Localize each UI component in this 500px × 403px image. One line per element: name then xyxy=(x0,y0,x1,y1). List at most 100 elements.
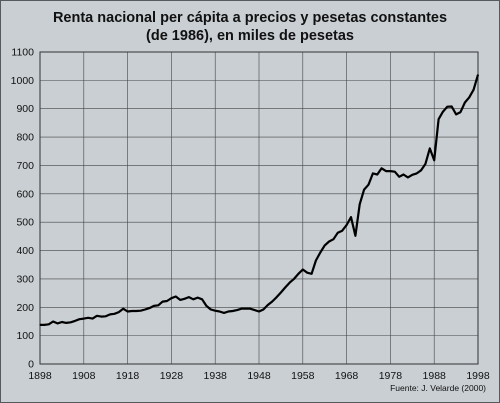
data-point xyxy=(219,310,221,313)
data-point xyxy=(297,273,299,275)
data-point xyxy=(183,298,186,300)
data-point xyxy=(271,301,273,303)
data-point xyxy=(162,301,164,303)
x-tick-label: 1988 xyxy=(423,370,447,382)
data-point xyxy=(381,167,383,169)
data-point xyxy=(254,309,256,311)
data-point xyxy=(39,324,41,326)
data-point xyxy=(223,312,225,314)
data-point xyxy=(315,259,317,262)
data-point xyxy=(135,310,137,312)
data-point xyxy=(394,171,396,173)
data-point xyxy=(468,96,470,98)
x-tick-label: 1908 xyxy=(72,370,96,382)
data-point xyxy=(197,297,199,299)
data-point xyxy=(407,176,409,178)
data-point xyxy=(188,296,190,298)
data-point xyxy=(210,308,212,311)
data-point xyxy=(109,313,111,315)
data-point xyxy=(127,310,129,313)
y-tick-label: 0 xyxy=(28,359,34,371)
y-tick-label: 100 xyxy=(16,330,34,342)
x-tick-label: 1998 xyxy=(466,370,490,382)
y-tick-label: 800 xyxy=(16,132,34,144)
x-tick-label: 1918 xyxy=(116,370,140,382)
data-point xyxy=(78,318,80,320)
data-point xyxy=(328,240,330,243)
y-tick-label: 700 xyxy=(16,160,34,172)
x-tick-label: 1898 xyxy=(28,370,52,382)
data-point xyxy=(105,315,107,317)
data-point xyxy=(170,297,172,299)
data-point xyxy=(350,216,352,218)
data-point xyxy=(227,310,229,313)
data-point xyxy=(402,173,405,176)
data-point xyxy=(319,251,321,254)
data-point xyxy=(249,308,251,310)
data-point xyxy=(354,235,356,237)
data-point xyxy=(65,322,67,324)
data-point xyxy=(280,291,282,294)
data-point xyxy=(74,320,76,322)
data-point xyxy=(240,308,243,310)
y-tick-label: 400 xyxy=(16,245,34,257)
data-point xyxy=(455,113,457,115)
x-tick-label: 1968 xyxy=(335,370,359,382)
data-point xyxy=(43,324,46,326)
x-tick-label: 1948 xyxy=(247,370,271,382)
data-point xyxy=(258,310,260,313)
data-point xyxy=(236,309,238,311)
y-tick-label: 200 xyxy=(16,302,34,314)
data-point xyxy=(324,244,326,246)
data-point xyxy=(459,111,462,113)
data-point xyxy=(464,101,466,104)
data-point xyxy=(245,308,247,310)
x-axis-ticks: 1898 1908 1918 1928 1938 1948 1958 1968 1978 1988… xyxy=(28,370,490,382)
data-point xyxy=(262,308,264,311)
data-point xyxy=(306,272,308,274)
data-point xyxy=(96,315,98,317)
data-point xyxy=(359,203,361,205)
data-point xyxy=(433,159,435,161)
x-tick-label: 1958 xyxy=(291,370,315,382)
data-point xyxy=(113,313,116,315)
y-tick-label: 900 xyxy=(16,103,34,115)
data-point xyxy=(56,322,59,324)
data-point xyxy=(438,118,440,120)
y-tick-label: 300 xyxy=(16,273,34,285)
data-point xyxy=(52,320,54,323)
series-group xyxy=(39,74,480,326)
data-point xyxy=(192,298,194,300)
data-point xyxy=(275,296,278,298)
data-point xyxy=(424,163,426,165)
y-tick-label: 1100 xyxy=(11,47,34,59)
y-tick-label: 500 xyxy=(16,217,34,229)
data-point xyxy=(346,224,348,226)
data-point xyxy=(87,317,89,319)
data-point xyxy=(100,316,102,318)
data-point xyxy=(83,318,85,320)
data-point xyxy=(420,169,422,171)
data-point xyxy=(451,105,453,108)
data-point xyxy=(442,111,444,113)
data-point xyxy=(385,170,387,172)
data-point xyxy=(398,176,400,178)
data-point xyxy=(416,172,418,174)
data-point xyxy=(179,299,181,301)
x-tick-label: 1938 xyxy=(204,370,228,382)
data-point xyxy=(61,321,63,323)
data-point xyxy=(122,308,124,310)
data-point xyxy=(376,173,378,176)
data-point xyxy=(302,268,304,271)
data-point xyxy=(473,89,475,91)
y-tick-label: 600 xyxy=(16,188,34,200)
data-point xyxy=(337,232,339,234)
x-tick-label: 1928 xyxy=(160,370,184,382)
data-point xyxy=(131,310,133,312)
data-point xyxy=(201,298,203,300)
data-point xyxy=(389,170,391,172)
data-point xyxy=(70,321,72,323)
data-point xyxy=(232,310,234,312)
x-tick-label: 1978 xyxy=(379,370,403,382)
